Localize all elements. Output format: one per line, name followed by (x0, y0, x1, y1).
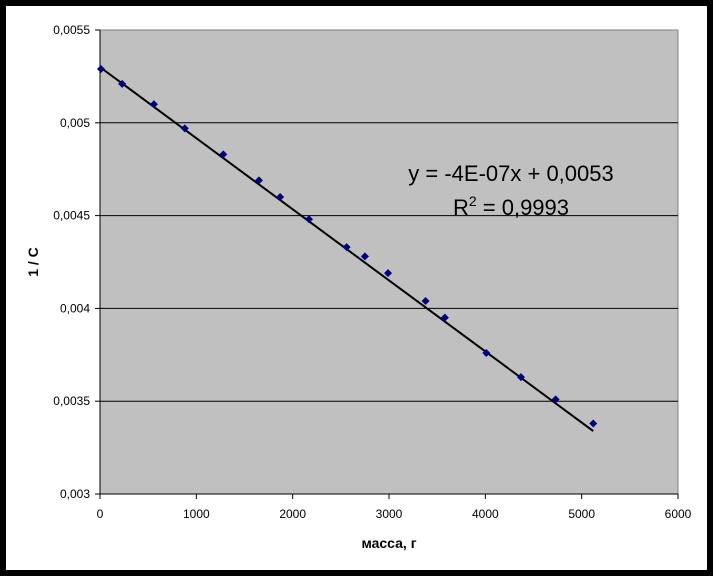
data-point (254, 176, 263, 185)
data-point (516, 373, 525, 382)
data-point (482, 348, 491, 357)
data-point (118, 79, 127, 88)
data-point (384, 269, 393, 278)
y-tick-label: 0,005 (60, 116, 90, 130)
data-point (276, 193, 285, 202)
y-tick-label: 0,0035 (53, 394, 90, 408)
y-tick-label: 0,0045 (53, 209, 90, 223)
r-squared-symbol: R (453, 195, 469, 220)
x-tick-label: 0 (97, 507, 104, 521)
trendline-equation: y = -4E-07x + 0,0053 (408, 161, 613, 186)
data-point (589, 419, 598, 428)
x-tick-label: 1000 (183, 507, 210, 521)
data-point (180, 124, 189, 133)
x-tick-label: 3000 (376, 507, 403, 521)
data-point (440, 313, 449, 322)
x-tick-label: 2000 (279, 507, 306, 521)
data-point (421, 296, 430, 305)
r-squared-value: = 0,9993 (477, 195, 569, 220)
data-point (305, 215, 314, 224)
data-point (342, 243, 351, 252)
x-tick-label: 6000 (665, 507, 692, 521)
data-point (149, 100, 158, 109)
r-squared-label: R2 = 0,9993 (453, 193, 569, 220)
data-point (96, 64, 105, 73)
y-tick-label: 0,004 (60, 301, 90, 315)
y-tick-label: 0,0055 (53, 23, 90, 37)
y-axis-title: 1 / С (25, 247, 41, 277)
data-point (219, 150, 228, 159)
plot-area (99, 29, 679, 495)
y-tick-label: 0,003 (60, 487, 90, 501)
x-axis-title: масса, г (361, 535, 416, 551)
r-squared-superscript: 2 (469, 193, 477, 209)
x-tick-label: 5000 (568, 507, 595, 521)
data-point (360, 252, 369, 261)
x-tick-label: 4000 (472, 507, 499, 521)
data-point (551, 395, 560, 404)
